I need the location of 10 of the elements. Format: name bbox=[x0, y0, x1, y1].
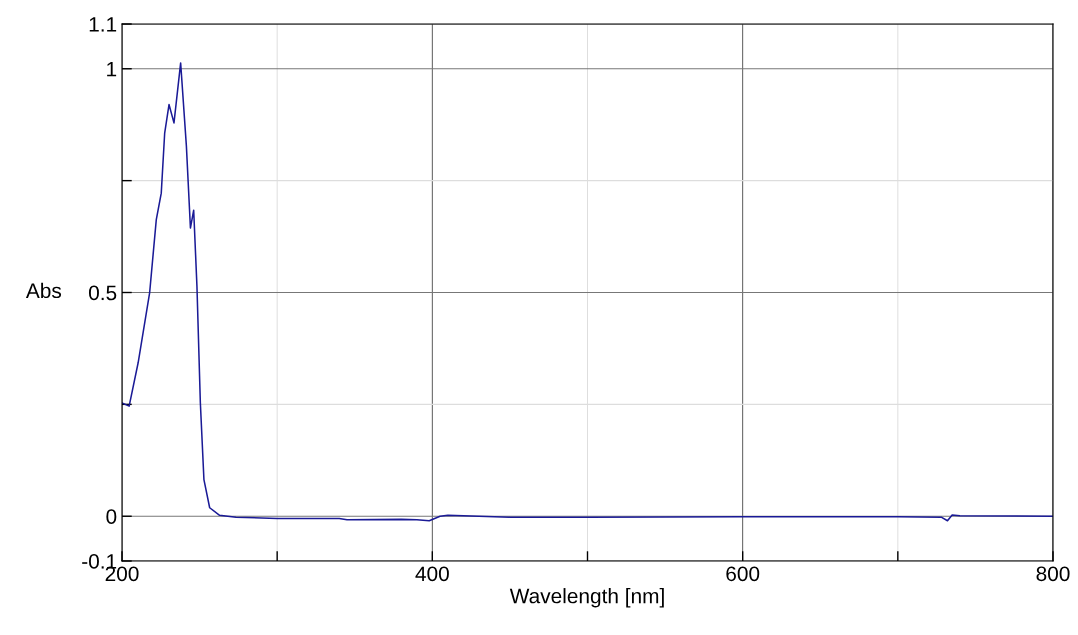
y-tick-label: 0 bbox=[106, 509, 117, 524]
x-axis-title: Wavelength [nm] bbox=[509, 588, 664, 608]
line-series bbox=[122, 62, 1053, 522]
x-tick-label: 600 bbox=[726, 566, 760, 582]
y-tick-label: 0.5 bbox=[88, 285, 117, 301]
y-axis-title: Abs bbox=[25, 282, 62, 299]
x-tick-label: 400 bbox=[415, 566, 449, 582]
x-tick-label: 800 bbox=[1036, 566, 1070, 582]
y-tick-label: 1 bbox=[107, 61, 117, 77]
y-tick-label: 1.1 bbox=[89, 17, 117, 32]
